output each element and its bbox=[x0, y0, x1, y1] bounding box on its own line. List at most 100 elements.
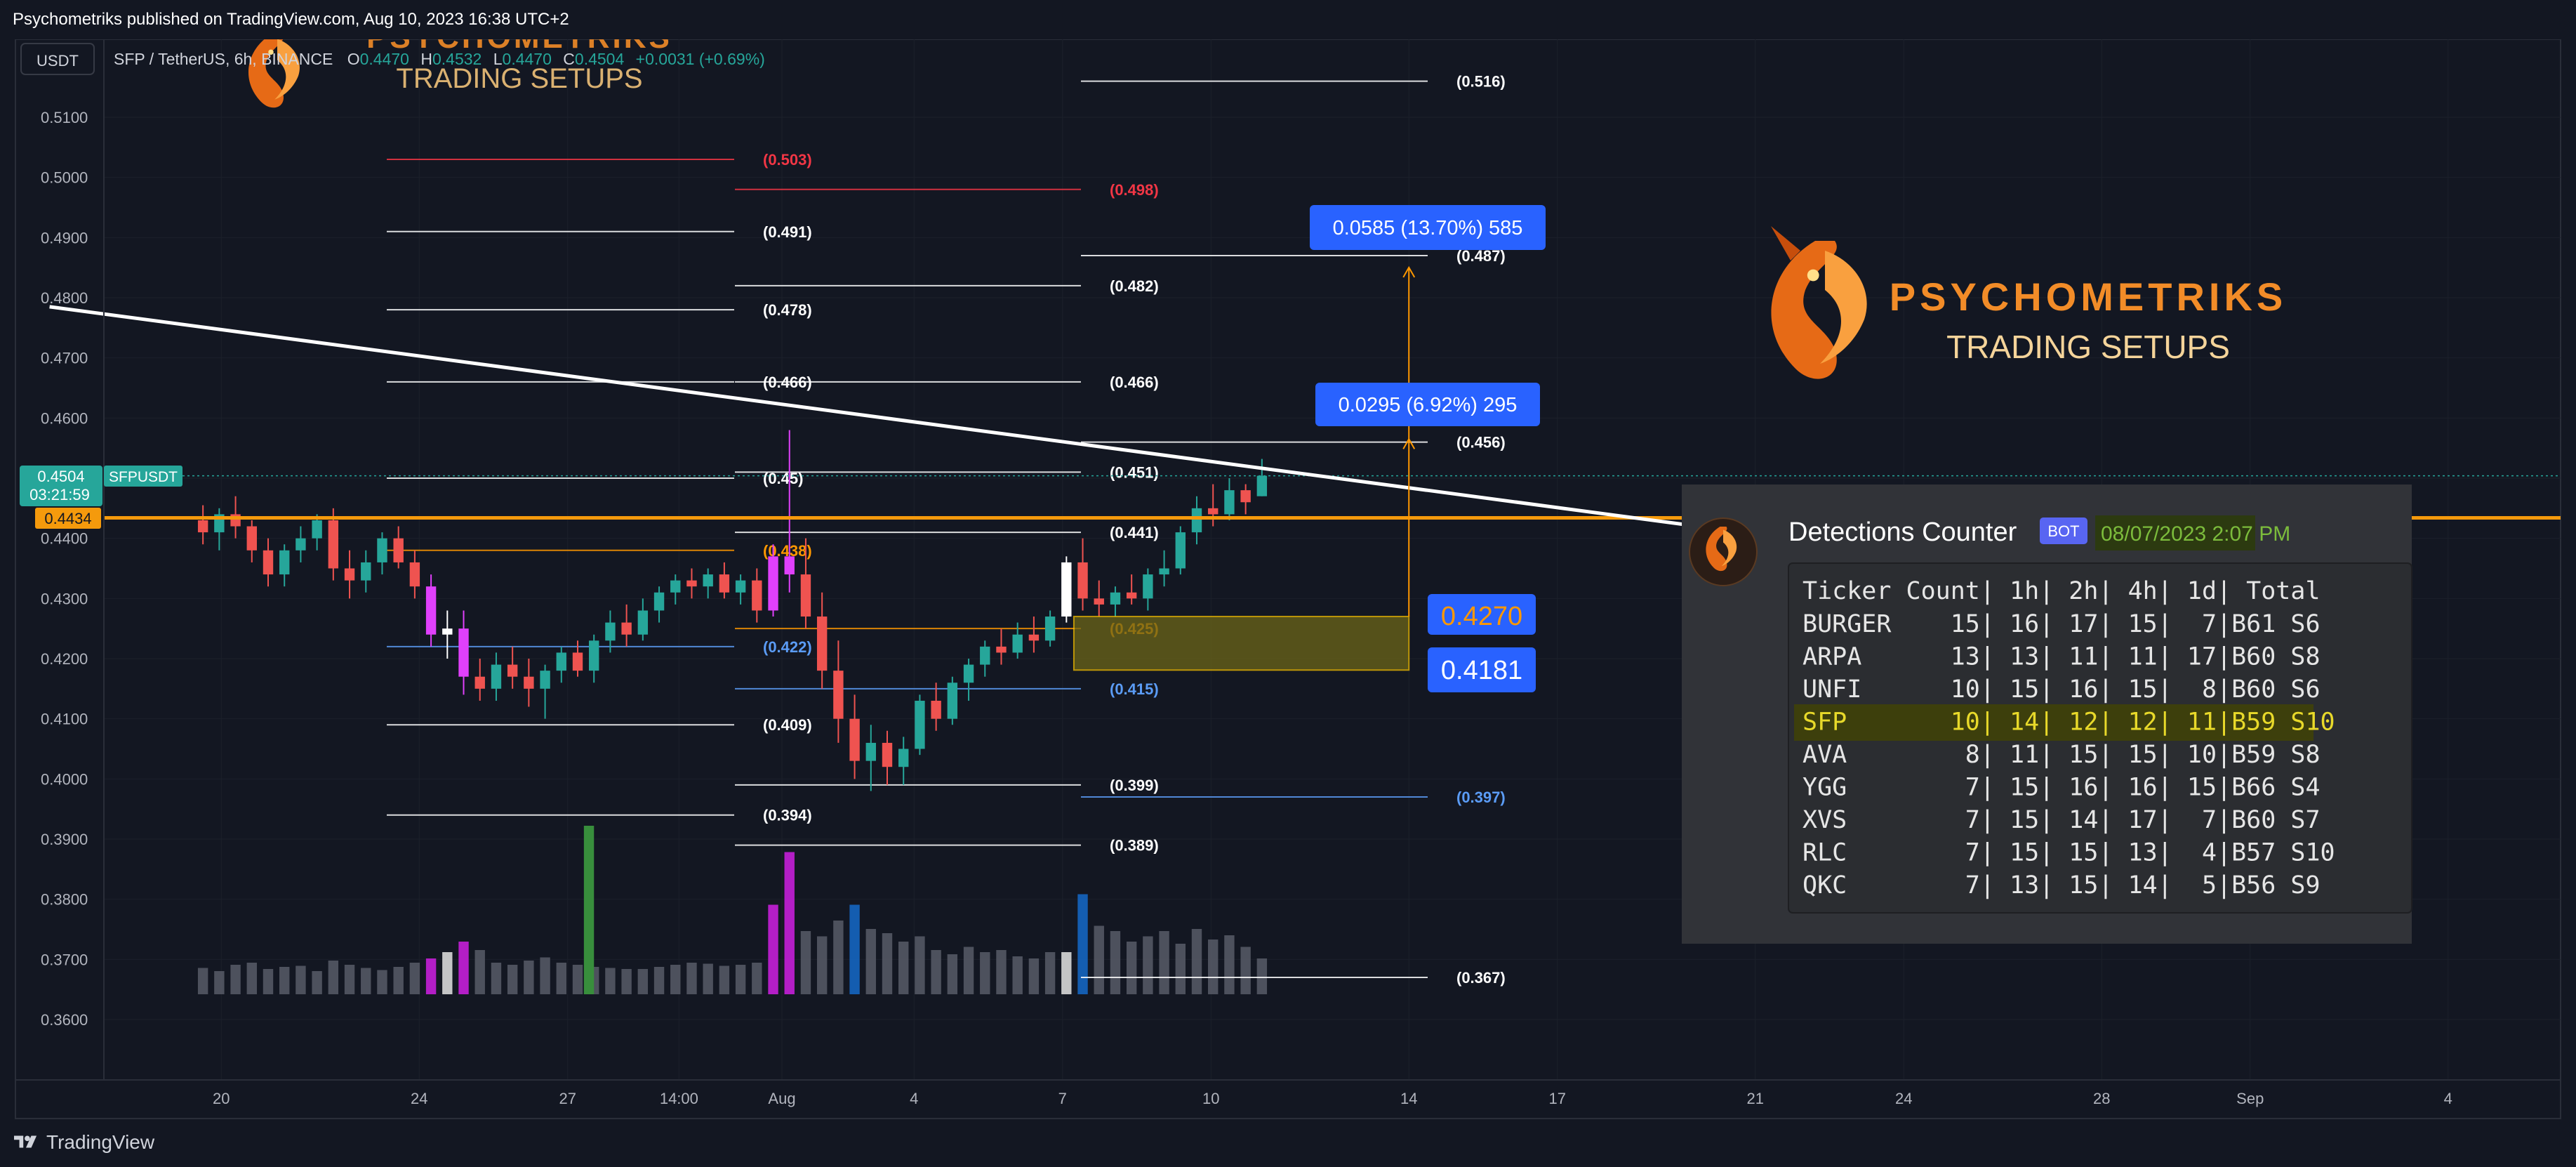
bot-badge-label: BOT bbox=[2047, 522, 2079, 540]
volume-bar bbox=[719, 965, 730, 994]
dragon-logo bbox=[1771, 226, 1867, 379]
legend-o-value: 0.4470 bbox=[360, 50, 409, 68]
volume-bar bbox=[572, 965, 583, 994]
x-tick-label: 14:00 bbox=[660, 1090, 698, 1107]
detections-row: YGG 7| 15| 16| 16| 15|B66 S4 bbox=[1802, 774, 2321, 802]
candle-body bbox=[377, 538, 387, 562]
candle-body bbox=[1044, 617, 1056, 641]
fib-level-label: (0.451) bbox=[1110, 463, 1159, 481]
legend-c-value: 0.4504 bbox=[575, 50, 625, 68]
volume-bar bbox=[583, 826, 595, 994]
volume-bar bbox=[197, 968, 208, 994]
candle-body bbox=[458, 628, 469, 677]
detections-row: UNFI 10| 15| 16| 15| 8|B60 S6 bbox=[1802, 675, 2321, 704]
volume-bar bbox=[735, 965, 746, 994]
x-tick-label: 4 bbox=[2444, 1090, 2452, 1107]
candle-body bbox=[1159, 568, 1169, 575]
volume-bar bbox=[328, 961, 339, 994]
measure-arrow-head bbox=[1402, 265, 1416, 278]
candle-body bbox=[1077, 562, 1088, 599]
fib-level-label: (0.367) bbox=[1456, 969, 1506, 987]
candle-body bbox=[344, 568, 355, 581]
candle-body bbox=[1256, 475, 1268, 496]
measure-arrow-head bbox=[1402, 437, 1416, 449]
candle-body bbox=[540, 671, 550, 689]
candle-body bbox=[328, 520, 339, 569]
candle-body bbox=[572, 652, 583, 671]
volume-bar bbox=[849, 904, 860, 994]
volume-bar bbox=[915, 936, 925, 994]
y-tick-label: 0.3900 bbox=[41, 831, 88, 848]
volume-bar bbox=[263, 969, 274, 994]
legend-c-label: C bbox=[563, 50, 575, 68]
candle-body bbox=[279, 550, 290, 575]
volume-bar bbox=[540, 957, 550, 994]
candle-body bbox=[524, 676, 534, 689]
x-tick-label: 27 bbox=[559, 1090, 576, 1107]
candle-body bbox=[735, 580, 746, 593]
volume-bar bbox=[442, 952, 453, 994]
currency-button[interactable] bbox=[20, 43, 95, 75]
x-tick-label: 20 bbox=[213, 1090, 230, 1107]
y-tick-label: 0.4300 bbox=[41, 590, 88, 607]
volume-bar bbox=[1143, 936, 1153, 994]
tradingview-logo-icon bbox=[14, 1135, 37, 1148]
x-tick-label: 21 bbox=[1746, 1090, 1763, 1107]
volume-bar bbox=[393, 967, 404, 994]
y-tick-label: 0.5000 bbox=[41, 169, 88, 187]
legend-line: SFP / TetherUS, 6h, BINANCE O0.4470 H0.4… bbox=[114, 50, 765, 68]
small-logo-title: PSYCHOMETRIKS bbox=[366, 39, 672, 55]
y-tick-label: 0.4100 bbox=[41, 711, 88, 728]
volume-bar bbox=[279, 967, 290, 994]
candle-body bbox=[1110, 592, 1121, 605]
volume-bar bbox=[507, 965, 518, 994]
candle-body bbox=[882, 742, 893, 767]
volume-bar bbox=[686, 963, 697, 994]
entry-zone-box bbox=[1073, 616, 1410, 671]
tradingview-label: TradingView bbox=[46, 1131, 155, 1153]
y-tick-label: 0.4600 bbox=[41, 409, 88, 427]
candle-body bbox=[361, 562, 371, 581]
candle-body bbox=[393, 538, 404, 562]
level-price-badge bbox=[35, 508, 101, 529]
candle-body bbox=[246, 526, 257, 550]
tradingview-brand[interactable]: TradingView bbox=[14, 1130, 154, 1154]
candle-body bbox=[474, 676, 485, 689]
candle-body bbox=[312, 520, 322, 539]
candle-body bbox=[833, 671, 844, 719]
y-tick-label: 0.3800 bbox=[41, 891, 88, 909]
candle-body bbox=[686, 580, 697, 587]
volume-bar bbox=[882, 933, 893, 994]
candle-body bbox=[653, 592, 665, 611]
fib-level-label: (0.516) bbox=[1456, 73, 1506, 91]
candle-body bbox=[1028, 634, 1040, 641]
candle-body bbox=[752, 580, 762, 611]
volume-bar bbox=[670, 965, 681, 994]
detections-rows: BURGER 15| 16| 17| 15| 7|B61 S6 ARPA 13| … bbox=[1802, 610, 2335, 899]
x-tick-label: Sep bbox=[2236, 1090, 2264, 1107]
price-chart[interactable]: (0.503)(0.491)(0.478)(0.466)(0.45)(0.438… bbox=[0, 39, 2576, 1121]
volume-bar bbox=[1191, 929, 1202, 994]
x-tick-label: 24 bbox=[1895, 1090, 1912, 1107]
candle-body bbox=[784, 556, 795, 575]
y-tick-label: 0.3700 bbox=[41, 951, 88, 968]
symbol-tag bbox=[104, 466, 182, 487]
detections-row: XVS 7| 15| 14| 17| 7|B60 S7 bbox=[1802, 806, 2321, 834]
candle-body bbox=[898, 749, 909, 767]
volume-bar bbox=[947, 954, 958, 994]
candle-body bbox=[768, 556, 778, 611]
volume-bar bbox=[1012, 956, 1023, 994]
candle-body bbox=[849, 718, 860, 761]
volume-bar bbox=[1224, 935, 1235, 994]
legend-symbol: SFP / TetherUS, 6h, BINANCE bbox=[114, 50, 333, 68]
candle-body bbox=[263, 550, 274, 575]
volume-bar bbox=[1044, 952, 1056, 994]
candle-body bbox=[230, 514, 241, 527]
measure-big-text: 0.0585 (13.70%) 585 bbox=[1333, 217, 1523, 239]
candle-body bbox=[980, 646, 990, 665]
detections-panel: Detections Counter BOT 08/07/2023 2:07 P… bbox=[1682, 484, 2412, 944]
x-tick-label: 17 bbox=[1548, 1090, 1565, 1107]
volume-bar bbox=[1240, 947, 1251, 994]
detections-row: BURGER 15| 16| 17| 15| 7|B61 S6 bbox=[1802, 610, 2321, 638]
candle-body bbox=[719, 574, 730, 593]
